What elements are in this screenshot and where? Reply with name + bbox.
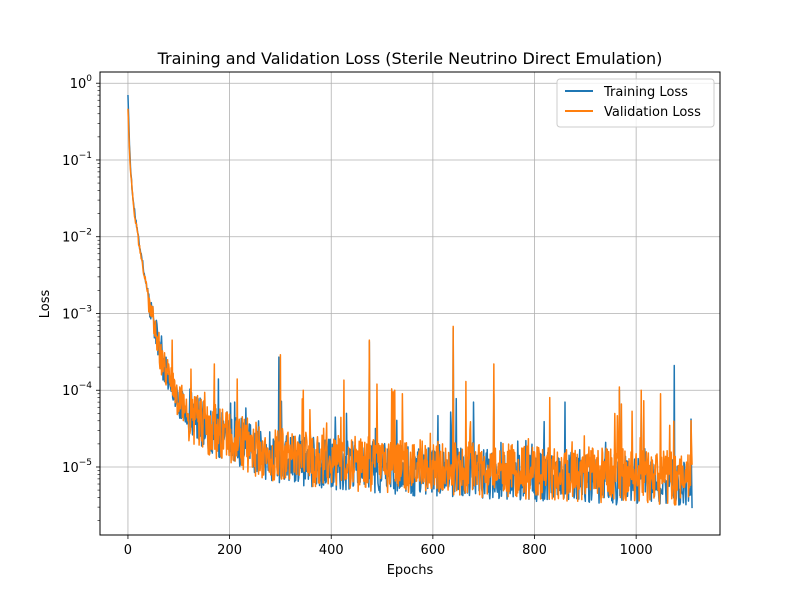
x-tick-label: 600 [420,543,445,558]
legend: Training Loss Validation Loss [556,78,715,128]
y-axis-label: Loss [38,290,53,319]
x-tick-label: 0 [124,543,132,558]
y-tick-label: 10−2 [62,228,92,246]
legend-box [556,78,715,128]
y-tick-label: 10−4 [62,381,92,399]
validation-loss-line [127,108,693,506]
legend-label-training: Training Loss [603,85,688,100]
y-tick-label: 10−3 [62,304,92,322]
x-tick-label: 400 [319,543,344,558]
y-tick-label: 100 [70,74,93,92]
y-tick-label: 10−5 [62,458,92,476]
grid-lines [100,72,720,535]
x-tick-label: 200 [217,543,242,558]
x-axis-ticks: 0 200 400 600 800 1000 [124,535,653,558]
legend-label-validation: Validation Loss [604,105,701,120]
y-axis-ticks: 10−5 10−4 10−3 10−2 10−1 100 [62,74,100,521]
x-tick-label: 800 [522,543,547,558]
y-tick-label: 10−1 [62,151,92,169]
series-layer [127,94,693,509]
x-tick-label: 1000 [620,543,653,558]
x-axis-label: Epochs [387,563,434,578]
plot-frame [99,71,721,536]
chart-title: Training and Validation Loss (Sterile Ne… [157,49,663,68]
